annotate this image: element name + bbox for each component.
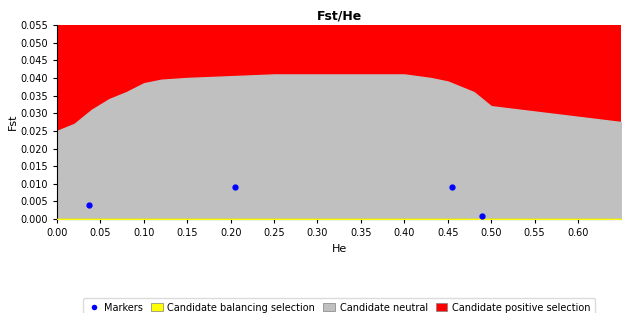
X-axis label: He: He	[332, 244, 347, 254]
Y-axis label: Fst: Fst	[8, 114, 18, 130]
Legend: Markers, Candidate balancing selection, Candidate neutral, Candidate positive se: Markers, Candidate balancing selection, …	[83, 298, 595, 313]
Title: Fst/He: Fst/He	[316, 9, 362, 23]
